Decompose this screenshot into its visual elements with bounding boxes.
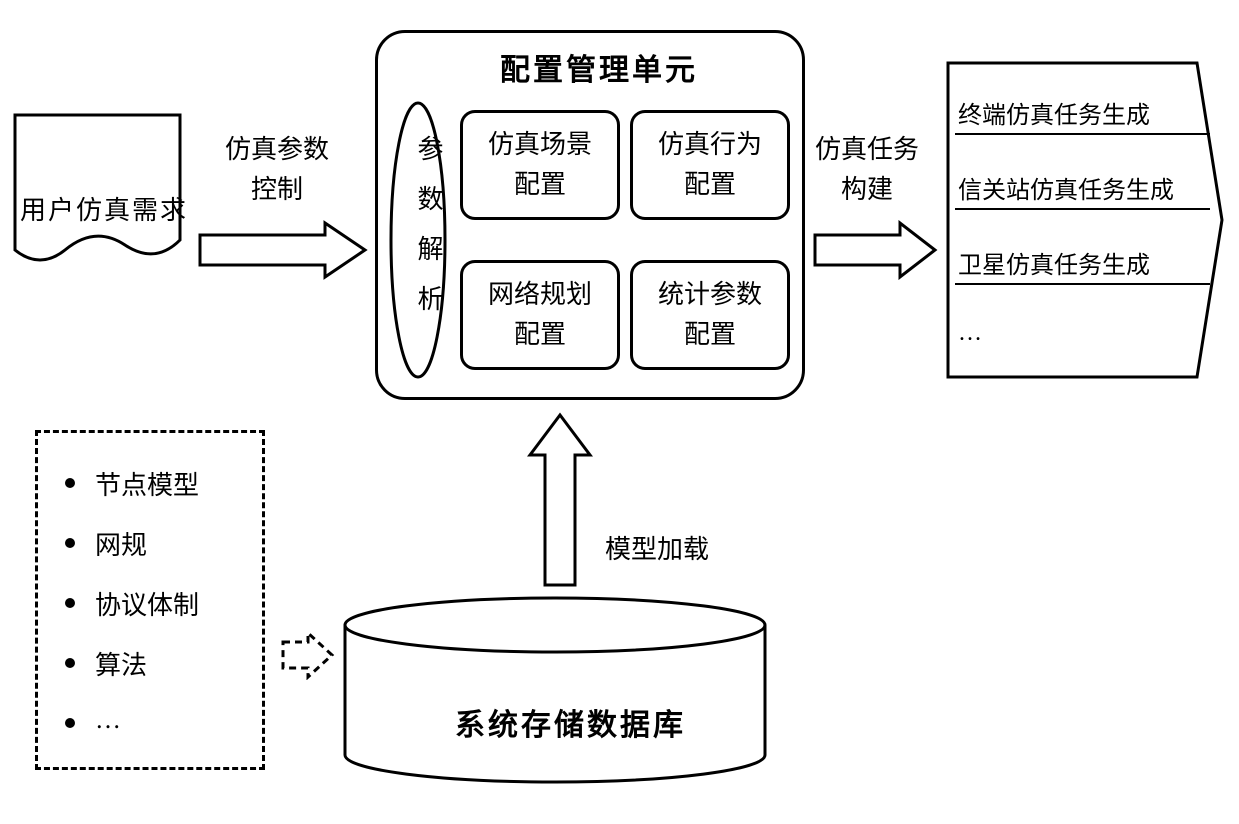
bullet-icon [65, 658, 75, 668]
task-item-terminal: 终端仿真任务生成 [958, 95, 1150, 130]
config-box-stats: 统计参数 配置 [630, 260, 790, 370]
model-item-algorithm: 算法 [95, 645, 147, 682]
task-item-satellite: 卫星仿真任务生成 [958, 245, 1150, 280]
dashed-arrow-to-db [280, 630, 335, 680]
task-underline [955, 208, 1210, 210]
param-parse-label: 参数解析 [403, 135, 453, 335]
task-item-gateway: 信关站仿真任务生成 [958, 170, 1174, 205]
model-item-netplan: 网规 [95, 525, 147, 562]
bullet-icon [65, 718, 75, 728]
config-unit-title: 配置管理单元 [500, 45, 698, 89]
task-item-more: … [958, 320, 982, 347]
model-item-node: 节点模型 [95, 465, 199, 502]
model-item-more: … [95, 705, 121, 735]
bullet-icon [65, 478, 75, 488]
arrow-param-control [195, 220, 370, 280]
config-box-behavior: 仿真行为 配置 [630, 110, 790, 220]
task-underline [955, 283, 1210, 285]
arrow-label-param-control: 仿真参数 控制 [225, 130, 329, 210]
task-underline [955, 133, 1210, 135]
arrow-task-build [810, 220, 940, 280]
bullet-icon [65, 538, 75, 548]
database-label: 系统存储数据库 [455, 700, 686, 744]
config-box-network: 网络规划 配置 [460, 260, 620, 370]
database-cylinder [340, 595, 770, 785]
bullet-icon [65, 598, 75, 608]
config-box-scene: 仿真场景 配置 [460, 110, 620, 220]
arrow-model-load [525, 410, 595, 590]
arrow-label-task-build: 仿真任务 构建 [815, 130, 919, 210]
arrow-label-model-load: 模型加载 [605, 530, 709, 570]
model-item-protocol: 协议体制 [95, 585, 199, 622]
user-requirements-label: 用户仿真需求 [20, 190, 188, 227]
